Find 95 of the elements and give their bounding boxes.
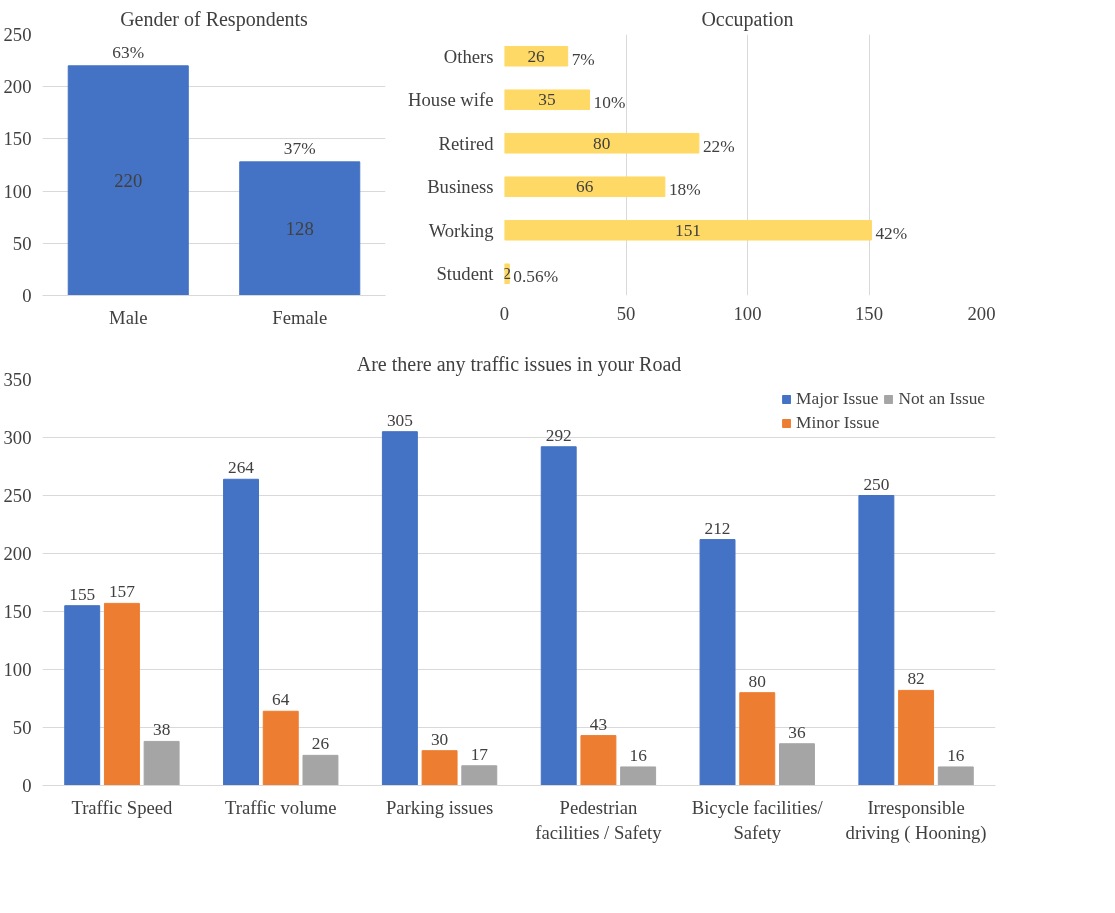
data-label: 30 (430, 729, 449, 749)
x-tick-label: 100 (733, 302, 762, 324)
bar (739, 692, 776, 786)
data-label: 26 (527, 46, 546, 66)
x-tick-label: Male (109, 306, 148, 328)
bar (302, 754, 339, 786)
bar (504, 132, 700, 154)
bar (461, 765, 498, 786)
bar (421, 750, 458, 786)
x-tick-label: 200 (967, 302, 996, 324)
chart-title: Occupation (701, 7, 794, 31)
data-label: 128 (285, 218, 314, 240)
bar (699, 539, 736, 786)
data-label: 305 (386, 410, 413, 430)
y-tick-label: 100 (3, 180, 32, 202)
data-label: 16 (629, 745, 648, 765)
data-label: 151 (674, 220, 701, 240)
data-label: 66 (576, 177, 594, 197)
data-label: 157 (108, 582, 136, 602)
y-tick-label: 150 (3, 601, 32, 622)
bar (898, 689, 935, 786)
y-tick-label: 350 (3, 369, 32, 390)
y-tick-label: 200 (3, 543, 32, 564)
bar (504, 219, 872, 241)
bar (64, 605, 101, 786)
bar (504, 45, 569, 67)
data-label: 220 (114, 170, 143, 192)
x-tick-label: Irresponsible driving ( Hooning) (845, 796, 987, 844)
data-label: 212 (704, 518, 731, 538)
annotation: 22% (702, 136, 735, 156)
y-tick-label: 300 (3, 427, 32, 448)
data-label: 36 (788, 722, 806, 742)
bar (143, 740, 180, 786)
y-tick-label: 250 (3, 485, 32, 506)
data-label: 264 (228, 458, 255, 478)
bar (620, 766, 657, 786)
bar (103, 602, 140, 786)
y-tick-label: House wife (408, 89, 494, 111)
data-label: 80 (748, 671, 766, 691)
y-tick-label: Business (427, 176, 494, 198)
data-label: 155 (69, 584, 96, 604)
y-tick-label: Retired (438, 132, 495, 154)
bar (580, 735, 617, 786)
annotation: 42% (875, 223, 908, 243)
y-tick-label: 100 (3, 659, 32, 680)
bar (504, 89, 591, 111)
annotation: 10% (593, 93, 626, 113)
bar (540, 446, 577, 786)
y-tick-label: 200 (3, 76, 32, 98)
data-label: 17 (470, 744, 489, 764)
bar (223, 478, 260, 786)
y-tick-label: Student (436, 263, 495, 285)
annotation: 37% (283, 138, 316, 158)
x-tick-label: Parking issues (385, 796, 494, 818)
data-label: 80 (593, 133, 611, 153)
bar (937, 766, 974, 786)
bar (381, 431, 418, 786)
chart-title: Gender of Respondents (120, 7, 309, 31)
x-tick-label: 150 (855, 302, 883, 324)
y-tick-label: 50 (12, 717, 32, 738)
y-tick-label: Working (428, 219, 494, 241)
annotation: 18% (668, 180, 701, 200)
x-tick-label: Female (272, 306, 328, 328)
data-label: 35 (538, 90, 556, 110)
data-label: 38 (152, 720, 171, 740)
x-tick-label: 50 (616, 302, 636, 324)
y-tick-label: 150 (3, 128, 32, 150)
x-tick-label: Pedestrian facilities / Safety (535, 796, 663, 843)
annotation: 0.56% (513, 267, 559, 287)
data-label: 16 (947, 745, 965, 765)
bar (778, 743, 815, 786)
y-tick-label: 0 (22, 775, 32, 796)
x-tick-label: Traffic Speed (71, 796, 174, 818)
y-tick-label: Others (443, 45, 494, 67)
bar (504, 176, 666, 198)
x-tick-label: Traffic volume (225, 796, 337, 818)
legend-label: Minor Issue (796, 413, 880, 433)
annotation: 63% (112, 42, 145, 62)
y-tick-label: 250 (3, 24, 32, 45)
data-label: 26 (311, 734, 330, 754)
legend-label: Not an Issue (898, 389, 985, 409)
y-tick-label: 50 (12, 232, 32, 254)
data-label: 250 (863, 474, 890, 494)
data-label: 43 (589, 714, 608, 734)
data-label: 292 (545, 425, 572, 445)
bar (858, 495, 895, 786)
chart-title: Are there any traffic issues in your Road (356, 352, 682, 376)
data-label: 64 (272, 690, 290, 710)
bar (262, 710, 299, 786)
y-tick-label: 0 (22, 285, 32, 306)
data-label: 82 (907, 669, 925, 689)
annotation: 7% (571, 49, 595, 69)
x-tick-label: Bicycle facilities/ Safety (691, 796, 824, 843)
legend-label: Major Issue (796, 389, 879, 409)
x-tick-label: 0 (499, 302, 510, 324)
